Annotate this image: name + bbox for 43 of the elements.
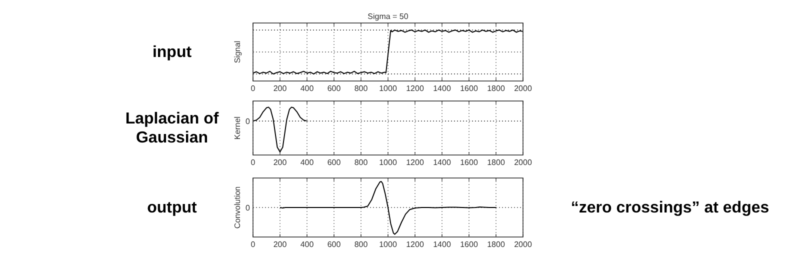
- x-tick-label: 200: [273, 84, 288, 93]
- x-tick-label: 1200: [406, 240, 424, 249]
- x-tick-label: 1000: [379, 84, 398, 93]
- y-axis-title: Kernel: [233, 116, 242, 140]
- text: input: [152, 44, 192, 61]
- x-tick-label: 2000: [514, 84, 532, 93]
- x-tick-label: 600: [327, 84, 342, 93]
- x-tick-label: 1400: [433, 158, 452, 167]
- y-axis-title: Signal: [233, 40, 242, 64]
- x-tick-label: 1000: [379, 240, 398, 249]
- x-tick-label: 2000: [514, 240, 532, 249]
- x-tick-label: 0: [250, 84, 256, 93]
- text: “zero crossings” at edges: [570, 200, 770, 216]
- x-tick-label: 1400: [433, 84, 452, 93]
- x-tick-label: 1400: [433, 240, 452, 249]
- x-tick-label: 200: [273, 240, 288, 249]
- x-tick-label: 1800: [487, 84, 506, 93]
- x-tick-label: 800: [354, 158, 368, 167]
- x-tick-label: 1800: [487, 158, 506, 167]
- x-tick-label: 800: [354, 84, 368, 93]
- text: Laplacian of Gaussian: [125, 110, 220, 146]
- x-tick-label: 1200: [406, 158, 424, 167]
- x-tick-label: 400: [300, 158, 314, 167]
- x-tick-label: 1200: [406, 84, 424, 93]
- ref-line-label: 0: [246, 117, 251, 126]
- x-tick-label: 0: [250, 240, 256, 249]
- x-tick-label: 0: [250, 158, 256, 167]
- x-tick-label: 400: [300, 240, 314, 249]
- y-axis-title: Convolution: [233, 186, 242, 229]
- x-tick-label: 1600: [460, 240, 478, 249]
- x-tick-label: 200: [273, 158, 288, 167]
- x-tick-label: 1600: [460, 158, 478, 167]
- x-tick-label: 2000: [514, 158, 532, 167]
- x-tick-label: 800: [354, 240, 368, 249]
- ref-line-label: 0: [246, 204, 251, 212]
- x-tick-label: 400: [300, 84, 314, 93]
- x-tick-label: 600: [327, 158, 342, 167]
- text: output: [147, 200, 198, 216]
- x-tick-label: 1800: [487, 240, 506, 249]
- chart-title: Sigma = 50: [368, 12, 409, 21]
- x-tick-label: 1600: [460, 84, 478, 93]
- x-tick-label: 1000: [379, 158, 398, 167]
- x-tick-label: 600: [327, 240, 342, 249]
